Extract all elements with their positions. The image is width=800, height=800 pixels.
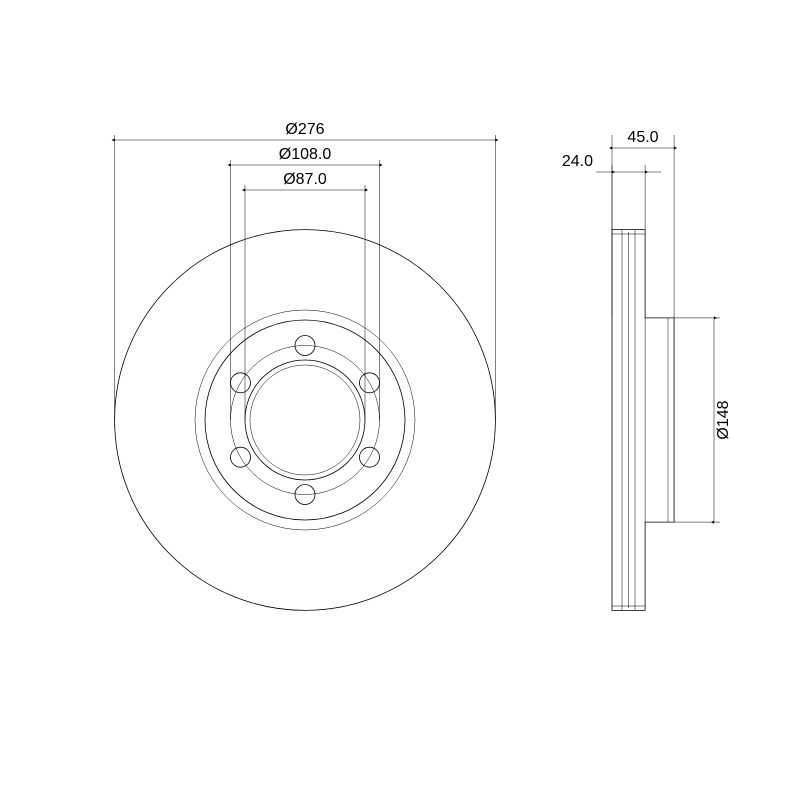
dimensions: Ø276 Ø108.0 Ø87.0 45.0 24.0 Ø148	[115, 121, 732, 522]
front-view	[115, 230, 496, 611]
dim-thickness: 24.0	[562, 153, 593, 170]
dim-hat-diameter: Ø148	[715, 400, 732, 439]
bolt-holes	[231, 336, 380, 505]
dim-overall-height: 45.0	[627, 129, 658, 146]
dim-outer-diameter: Ø276	[285, 121, 324, 138]
technical-drawing: Ø276 Ø108.0 Ø87.0 45.0 24.0 Ø148	[0, 0, 800, 800]
dim-bore: Ø87.0	[283, 171, 327, 188]
dim-bolt-circle: Ø108.0	[279, 146, 332, 163]
side-view	[612, 230, 674, 611]
